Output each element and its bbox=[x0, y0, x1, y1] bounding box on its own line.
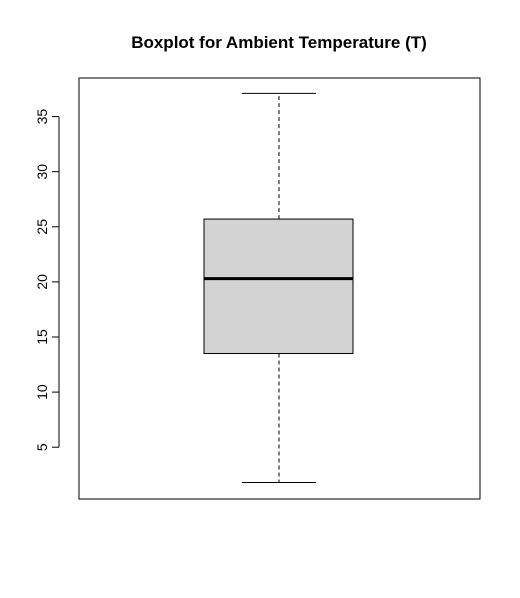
plot-frame bbox=[78, 77, 481, 500]
y-axis-ticks: 5 10 15 20 25 30 35 bbox=[34, 109, 59, 451]
y-tick-label-20: 20 bbox=[34, 274, 50, 290]
interquartile-box bbox=[203, 218, 354, 355]
y-tick-label-10: 10 bbox=[34, 384, 50, 400]
y-tick-label-35: 35 bbox=[34, 109, 50, 125]
y-tick-label-15: 15 bbox=[34, 329, 50, 345]
chart-title: Boxplot for Ambient Temperature (T) bbox=[131, 33, 427, 52]
box-group bbox=[203, 92, 354, 483]
y-tick-label-30: 30 bbox=[34, 164, 50, 180]
y-tick-label-25: 25 bbox=[34, 219, 50, 235]
y-tick-label-5: 5 bbox=[34, 443, 50, 451]
